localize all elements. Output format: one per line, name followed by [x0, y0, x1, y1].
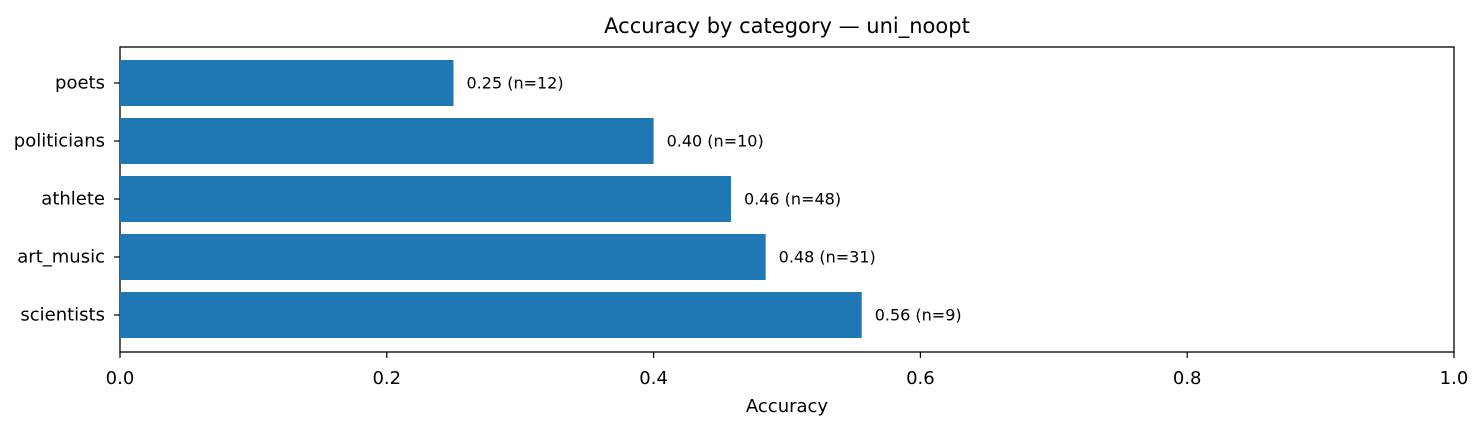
x-tick-label: 0.6	[906, 368, 935, 389]
category-label-politicians: politicians	[14, 131, 105, 152]
x-tick-label: 0.4	[639, 368, 668, 389]
bar-politicians	[120, 118, 654, 164]
x-tick-label: 0.2	[372, 368, 401, 389]
x-tick-label: 0.0	[106, 368, 135, 389]
chart-title: Accuracy by category — uni_noopt	[604, 14, 970, 39]
category-label-athlete: athlete	[41, 189, 105, 210]
bar-poets	[120, 60, 454, 106]
x-tick-label: 0.8	[1173, 368, 1202, 389]
bar-value-labels: 0.25 (n=12) 0.40 (n=10) 0.46 (n=48) 0.48 (n…	[467, 74, 962, 325]
bar-value-label-politicians: 0.40 (n=10)	[667, 132, 764, 151]
bar-value-label-athlete: 0.46 (n=48)	[744, 190, 841, 209]
bar-art_music	[120, 234, 766, 280]
bar-value-label-scientists: 0.56 (n=9)	[875, 306, 962, 325]
bar-value-label-poets: 0.25 (n=12)	[467, 74, 564, 93]
bar-value-label-art_music: 0.48 (n=31)	[779, 248, 876, 267]
category-label-poets: poets	[55, 73, 105, 94]
bar-scientists	[120, 292, 862, 338]
bar-athlete	[120, 176, 731, 222]
x-tick-label: 1.0	[1440, 368, 1469, 389]
x-axis-ticks: 0.0 0.2 0.4 0.6 0.8 1.0	[106, 352, 1469, 389]
category-label-art_music: art_music	[17, 247, 105, 268]
bars-group	[120, 60, 862, 338]
x-axis-label: Accuracy	[746, 396, 829, 417]
category-label-scientists: scientists	[20, 305, 105, 326]
category-labels: poets politicians athlete art_music scientis…	[14, 73, 120, 326]
